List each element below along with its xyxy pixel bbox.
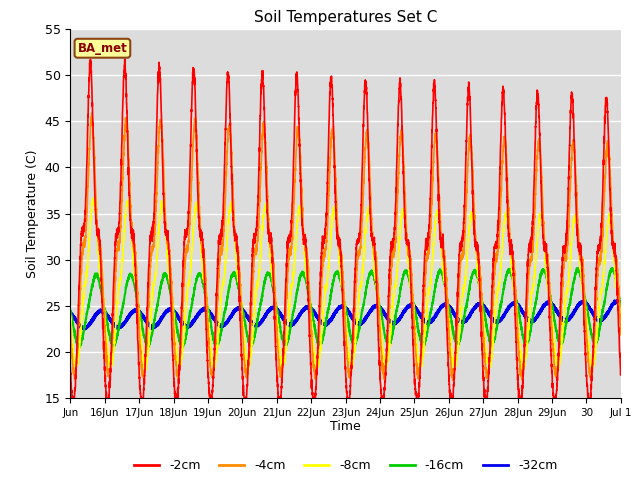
-4cm — [497, 196, 504, 202]
-16cm — [497, 301, 504, 307]
-16cm — [396, 292, 403, 298]
-8cm — [67, 314, 74, 320]
-32cm — [538, 307, 546, 312]
Line: -32cm: -32cm — [70, 300, 621, 329]
-2cm — [67, 364, 74, 370]
Y-axis label: Soil Temperature (C): Soil Temperature (C) — [26, 149, 39, 278]
-32cm — [524, 315, 531, 321]
-4cm — [538, 184, 546, 190]
-16cm — [538, 267, 546, 273]
-2cm — [524, 258, 532, 264]
-16cm — [67, 309, 74, 315]
-32cm — [614, 298, 621, 303]
-8cm — [538, 219, 546, 225]
-32cm — [396, 315, 403, 321]
-8cm — [524, 336, 532, 342]
-32cm — [67, 311, 74, 316]
-2cm — [538, 210, 546, 216]
-4cm — [180, 269, 188, 275]
-8cm — [497, 260, 504, 266]
-8cm — [396, 237, 403, 242]
Legend: -2cm, -4cm, -8cm, -16cm, -32cm: -2cm, -4cm, -8cm, -16cm, -32cm — [129, 454, 563, 477]
-2cm — [181, 237, 189, 242]
-16cm — [574, 265, 582, 271]
-4cm — [67, 321, 74, 326]
-2cm — [396, 79, 403, 85]
-4cm — [88, 110, 95, 116]
-2cm — [121, 56, 129, 62]
Line: -4cm: -4cm — [70, 113, 621, 381]
-4cm — [366, 180, 374, 186]
-8cm — [313, 370, 321, 375]
Line: -16cm: -16cm — [70, 268, 621, 348]
-8cm — [617, 318, 625, 324]
-4cm — [617, 332, 625, 338]
X-axis label: Time: Time — [330, 420, 361, 432]
-32cm — [497, 316, 504, 322]
-32cm — [617, 300, 625, 306]
Text: BA_met: BA_met — [77, 42, 127, 55]
-16cm — [524, 339, 531, 345]
Line: -8cm: -8cm — [70, 198, 621, 372]
-4cm — [396, 149, 403, 155]
-8cm — [366, 213, 374, 218]
Title: Soil Temperatures Set C: Soil Temperatures Set C — [254, 10, 437, 25]
-2cm — [68, 396, 76, 401]
-16cm — [366, 272, 374, 277]
-16cm — [180, 338, 188, 344]
-2cm — [366, 206, 374, 212]
-16cm — [76, 345, 84, 350]
-4cm — [449, 378, 456, 384]
-16cm — [617, 303, 625, 309]
-2cm — [497, 140, 504, 146]
-32cm — [366, 309, 374, 314]
-32cm — [81, 326, 88, 332]
-8cm — [89, 195, 97, 201]
-2cm — [617, 369, 625, 374]
-4cm — [524, 291, 532, 297]
-32cm — [180, 322, 188, 327]
-8cm — [180, 322, 188, 328]
Line: -2cm: -2cm — [70, 59, 621, 398]
